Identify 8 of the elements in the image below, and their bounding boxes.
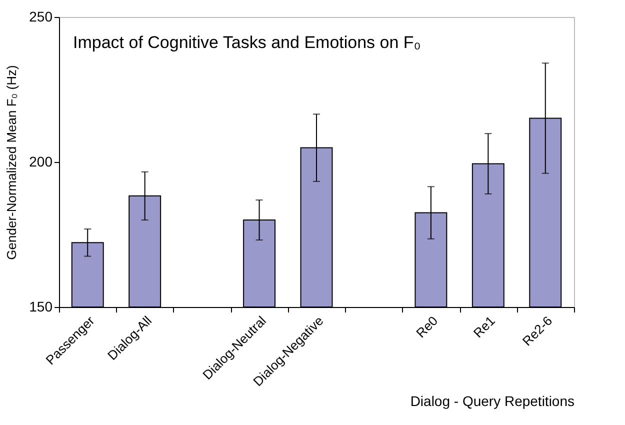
y-axis-title: Gender-Normalized Mean F₀ (Hz) <box>4 65 20 260</box>
y-tick-label: 200 <box>29 154 53 170</box>
x-tick-label: Re0 <box>413 313 441 341</box>
x-axis-title: Dialog - Query Repetitions <box>410 393 574 410</box>
y-tick-label: 150 <box>29 298 53 314</box>
y-tick-label: 250 <box>29 8 53 24</box>
x-tick-label: Re1 <box>470 313 498 341</box>
text: Impact of Cognitive Tasks and Emotions on F₀ <box>73 33 421 52</box>
